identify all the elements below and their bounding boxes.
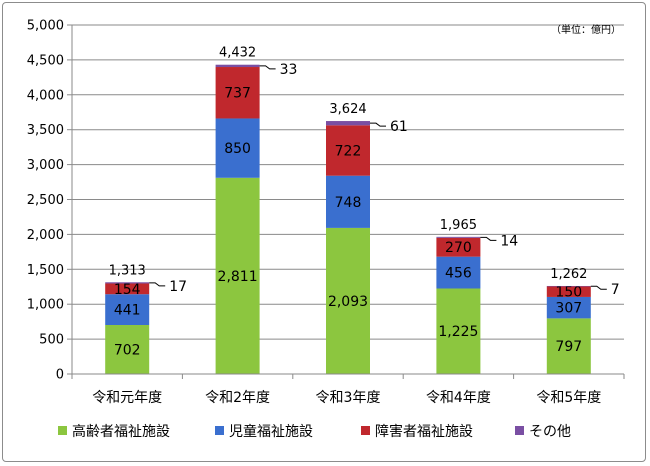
bar-segment bbox=[215, 118, 260, 178]
bar-segment bbox=[326, 227, 370, 374]
bars: 702 441 154 17 1,313 2,811 850 737 33 4,432 2,093 7… bbox=[105, 46, 620, 374]
legend-swatch bbox=[58, 426, 67, 435]
data-label: 748 bbox=[335, 195, 362, 211]
data-label: 154 bbox=[114, 282, 141, 298]
legend-swatch bbox=[361, 426, 370, 435]
bar-segment bbox=[326, 125, 370, 176]
bar-segment bbox=[326, 121, 370, 126]
total-label: 1,313 bbox=[109, 263, 146, 278]
data-label: 2,093 bbox=[328, 294, 368, 310]
bar-segment bbox=[546, 318, 591, 374]
y-tick-label: 5,000 bbox=[27, 19, 64, 34]
legend-swatch bbox=[215, 426, 224, 435]
total-label: 1,262 bbox=[550, 267, 587, 282]
leader-line bbox=[259, 65, 276, 70]
data-label: 737 bbox=[224, 86, 251, 102]
total-label: 4,432 bbox=[219, 46, 256, 61]
category-label: 令和3年度 bbox=[316, 390, 381, 406]
legend-label: 障害者福祉施設 bbox=[375, 424, 473, 440]
leader-line bbox=[149, 282, 166, 287]
legend-label: 児童福祉施設 bbox=[229, 423, 313, 440]
stacked-bar-chart: 0 500 1,000 1,500 2,000 2,500 3,000 3,500 4,000 4… bbox=[27, 19, 625, 440]
y-tick-label: 4,500 bbox=[27, 53, 64, 68]
data-label: 33 bbox=[280, 62, 298, 78]
y-tick-label: 4,000 bbox=[27, 88, 64, 103]
legend: 高齢者福祉施設 児童福祉施設 障害者福祉施設 その他 bbox=[58, 423, 571, 440]
chart-frame: 0 500 1,000 1,500 2,000 2,500 3,000 3,500 4,000 4… bbox=[2, 2, 646, 462]
x-axis: 令和元年度 令和2年度 令和3年度 令和4年度 令和5年度 bbox=[71, 373, 625, 406]
bar-segment bbox=[105, 282, 150, 284]
leader-line bbox=[480, 236, 497, 241]
category-label: 令和元年度 bbox=[92, 390, 162, 406]
bar-segment bbox=[326, 175, 370, 228]
bar-segment bbox=[105, 283, 150, 295]
data-label: 270 bbox=[445, 240, 472, 256]
data-label: 150 bbox=[555, 285, 582, 301]
bar-segment bbox=[436, 256, 481, 289]
total-label: 3,624 bbox=[329, 102, 366, 117]
bar-segment bbox=[105, 294, 150, 326]
bar-segment bbox=[546, 286, 591, 297]
y-tick-label: 500 bbox=[39, 333, 64, 348]
bar-segment bbox=[546, 296, 591, 319]
bar-segment bbox=[215, 67, 260, 119]
bar-segment bbox=[215, 177, 260, 374]
data-label: 61 bbox=[390, 119, 408, 135]
data-label: 307 bbox=[555, 301, 582, 317]
leader-line bbox=[370, 122, 386, 127]
data-label: 17 bbox=[169, 279, 187, 295]
data-label: 797 bbox=[555, 339, 582, 355]
y-tick-label: 1,000 bbox=[27, 298, 64, 313]
data-label: 441 bbox=[114, 303, 141, 319]
y-tick-label: 2,000 bbox=[27, 228, 64, 243]
y-tick-label: 0 bbox=[56, 368, 64, 383]
data-label: 1,225 bbox=[438, 324, 478, 340]
category-label: 令和2年度 bbox=[205, 390, 270, 406]
legend-label: その他 bbox=[529, 424, 571, 440]
data-label: 2,811 bbox=[218, 269, 258, 285]
legend-swatch bbox=[515, 426, 524, 435]
data-label: 14 bbox=[500, 233, 518, 249]
data-label: 850 bbox=[224, 141, 251, 157]
y-tick-label: 3,000 bbox=[27, 158, 64, 173]
leader-line bbox=[590, 285, 607, 290]
bar-segment bbox=[436, 237, 481, 257]
data-label: 722 bbox=[335, 144, 362, 160]
category-label: 令和5年度 bbox=[536, 390, 601, 406]
bar-segment bbox=[436, 288, 481, 374]
unit-label: （単位：億円） bbox=[551, 23, 621, 36]
y-tick-label: 3,500 bbox=[27, 123, 64, 138]
y-tick-label: 1,500 bbox=[27, 263, 64, 278]
bar-segment bbox=[105, 325, 150, 374]
y-tick-label: 2,500 bbox=[27, 193, 64, 208]
category-label: 令和4年度 bbox=[426, 390, 491, 406]
bar-segment bbox=[215, 64, 260, 68]
data-label: 702 bbox=[114, 343, 141, 359]
data-label: 7 bbox=[611, 282, 620, 298]
legend-label: 高齢者福祉施設 bbox=[72, 423, 170, 440]
bar-segment bbox=[436, 236, 481, 238]
y-axis: 0 500 1,000 1,500 2,000 2,500 3,000 3,500 4,000 4… bbox=[27, 19, 73, 383]
total-label: 1,965 bbox=[440, 218, 477, 233]
data-label: 456 bbox=[445, 266, 472, 282]
